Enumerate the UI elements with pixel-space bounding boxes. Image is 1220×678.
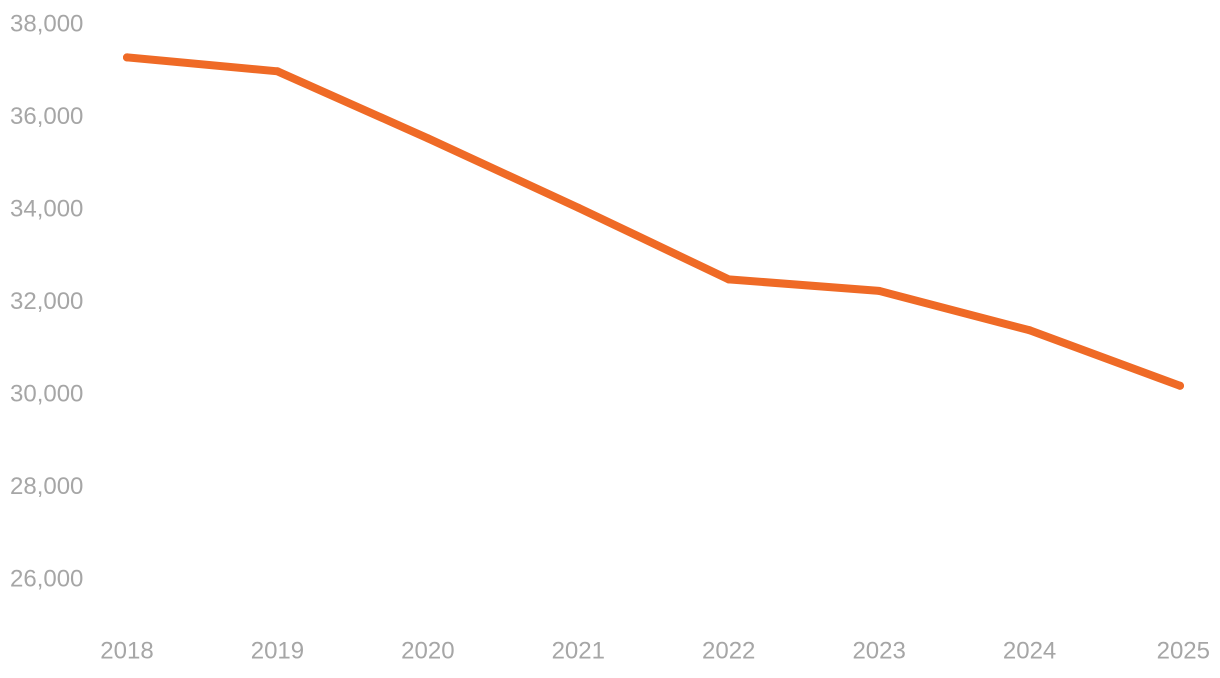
data-point: [875, 286, 884, 295]
y-tick-label: 34,000: [10, 195, 83, 222]
y-tick-label: 30,000: [10, 380, 83, 407]
data-point: [724, 275, 733, 284]
x-tick-label: 2019: [251, 637, 304, 664]
data-point: [1176, 381, 1184, 390]
series-line: [123, 53, 1184, 390]
y-tick-label: 26,000: [10, 565, 83, 592]
y-tick-label: 32,000: [10, 288, 83, 315]
data-point: [574, 203, 583, 212]
series-layer: [123, 53, 1184, 390]
data-point: [1025, 326, 1034, 335]
x-axis: 2018 2019 2020 2021 2022 2023 2024 2025: [100, 637, 1210, 664]
y-tick-label: 38,000: [10, 10, 83, 37]
y-tick-label: 28,000: [10, 473, 83, 500]
x-tick-label: 2024: [1003, 637, 1056, 664]
y-axis: 26,000 28,000 30,000 32,000 34,000 36,000 38,0…: [10, 10, 83, 592]
data-point: [273, 67, 282, 76]
data-point: [123, 53, 131, 62]
x-tick-label: 2020: [401, 637, 454, 664]
data-point: [423, 134, 432, 143]
x-tick-label: 2018: [100, 637, 153, 664]
x-tick-label: 2022: [702, 637, 755, 664]
x-tick-label: 2023: [852, 637, 905, 664]
y-tick-label: 36,000: [10, 103, 83, 130]
x-tick-label: 2021: [552, 637, 605, 664]
x-tick-label: 2025: [1157, 637, 1210, 664]
